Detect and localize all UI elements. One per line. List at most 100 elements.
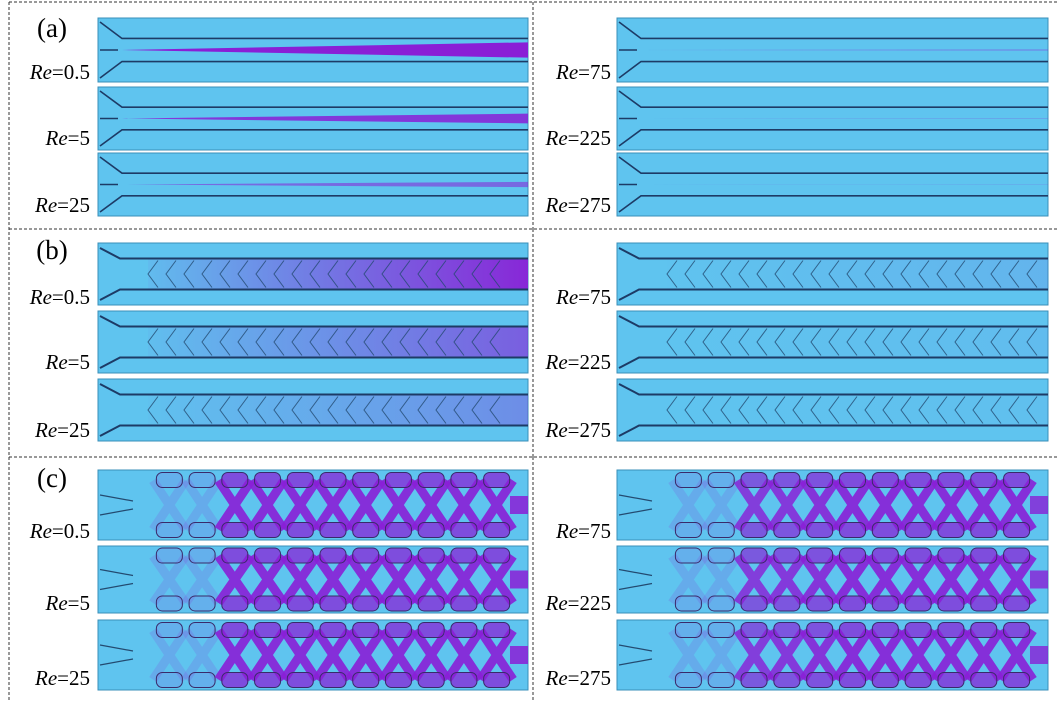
chamber xyxy=(774,523,800,538)
re-label: Re=75 xyxy=(555,60,611,84)
chamber xyxy=(807,548,833,563)
chamber xyxy=(287,596,313,611)
chamber xyxy=(905,596,931,611)
chamber xyxy=(1004,473,1030,488)
chamber xyxy=(451,673,477,688)
re-symbol: Re xyxy=(555,60,578,84)
outlet xyxy=(1030,571,1048,589)
re-label: Re=25 xyxy=(34,418,90,442)
chamber xyxy=(938,548,964,563)
outlet xyxy=(510,496,528,514)
re-label: Re=5 xyxy=(45,350,91,374)
channel-photo xyxy=(98,243,528,305)
chamber xyxy=(741,623,767,638)
dye-region xyxy=(148,327,528,358)
chamber xyxy=(320,596,346,611)
chamber xyxy=(675,548,701,563)
chamber xyxy=(484,623,510,638)
channel-photo xyxy=(617,243,1048,305)
channel-photo xyxy=(617,87,1048,150)
re-label: Re=275 xyxy=(545,193,612,217)
chamber xyxy=(484,548,510,563)
panel-label: (b) xyxy=(36,235,67,265)
chamber xyxy=(708,596,734,611)
channel-photo xyxy=(617,546,1048,613)
re-value: =25 xyxy=(57,418,90,442)
re-label: Re=5 xyxy=(45,126,91,150)
chamber xyxy=(905,523,931,538)
chamber xyxy=(774,673,800,688)
re-value: =5 xyxy=(68,591,90,615)
chamber xyxy=(451,523,477,538)
dye-region xyxy=(148,395,528,426)
re-symbol: Re xyxy=(545,591,568,615)
chamber xyxy=(320,673,346,688)
chamber xyxy=(255,623,281,638)
re-value: =75 xyxy=(578,519,611,543)
chamber xyxy=(320,523,346,538)
re-symbol: Re xyxy=(34,418,57,442)
re-value: =75 xyxy=(578,285,611,309)
chamber xyxy=(840,623,866,638)
re-label: Re=275 xyxy=(545,666,612,690)
chamber xyxy=(741,473,767,488)
chamber xyxy=(484,473,510,488)
re-value: =75 xyxy=(578,60,611,84)
re-label: Re=25 xyxy=(34,666,90,690)
chamber xyxy=(872,473,898,488)
chamber xyxy=(451,473,477,488)
chamber xyxy=(807,623,833,638)
chamber xyxy=(905,673,931,688)
chamber xyxy=(222,623,248,638)
chamber xyxy=(189,623,215,638)
chamber xyxy=(938,596,964,611)
chamber xyxy=(385,548,411,563)
chamber xyxy=(451,548,477,563)
outlet xyxy=(510,646,528,664)
chamber xyxy=(938,473,964,488)
chamber xyxy=(872,623,898,638)
chamber xyxy=(385,523,411,538)
chamber xyxy=(872,523,898,538)
re-value: =5 xyxy=(68,126,90,150)
re-value: =275 xyxy=(568,418,611,442)
chamber xyxy=(938,673,964,688)
chamber xyxy=(971,473,997,488)
channel-photo xyxy=(617,620,1048,690)
chamber xyxy=(675,623,701,638)
chamber xyxy=(872,673,898,688)
channel-photo xyxy=(617,311,1048,373)
chamber xyxy=(872,596,898,611)
chamber xyxy=(222,596,248,611)
chamber xyxy=(320,548,346,563)
chamber xyxy=(385,596,411,611)
chamber xyxy=(320,623,346,638)
chamber xyxy=(905,548,931,563)
chamber xyxy=(451,623,477,638)
re-symbol: Re xyxy=(545,193,568,217)
re-value: =275 xyxy=(568,193,611,217)
chamber xyxy=(418,523,444,538)
re-label: Re=225 xyxy=(545,126,612,150)
channel-photo xyxy=(98,379,528,441)
re-value: =25 xyxy=(57,193,90,217)
re-symbol: Re xyxy=(45,350,68,374)
re-symbol: Re xyxy=(545,666,568,690)
chamber xyxy=(774,473,800,488)
chamber xyxy=(418,596,444,611)
channel-photo xyxy=(98,620,528,690)
chamber xyxy=(385,473,411,488)
chamber xyxy=(156,473,182,488)
channel-photo xyxy=(617,379,1048,441)
channel-photo xyxy=(98,546,528,613)
chamber xyxy=(1004,523,1030,538)
chamber xyxy=(971,523,997,538)
chamber xyxy=(971,623,997,638)
re-label: Re=75 xyxy=(555,285,611,309)
re-label: Re=225 xyxy=(545,350,612,374)
channel-photo xyxy=(98,18,528,82)
channel-photo xyxy=(98,153,528,216)
chamber xyxy=(741,548,767,563)
re-label: Re=275 xyxy=(545,418,612,442)
chamber xyxy=(418,548,444,563)
